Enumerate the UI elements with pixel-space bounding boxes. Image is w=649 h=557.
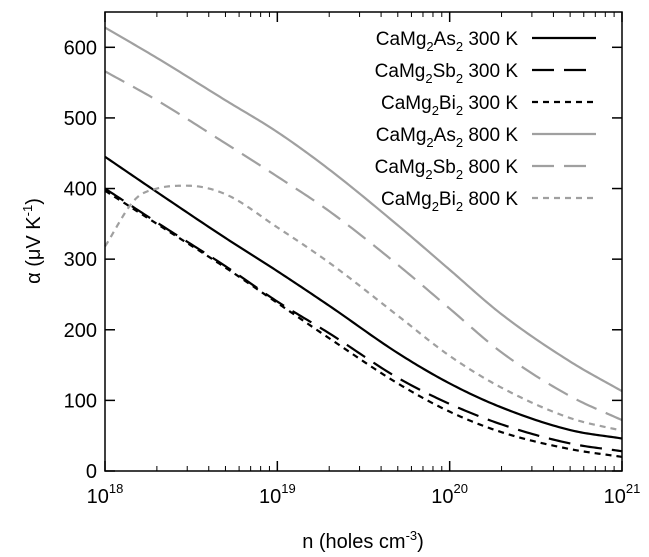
y-tick-label: 600 xyxy=(64,37,97,59)
ticks-layer: 0 100 200 300 400 500 600 1018 1019 1020 1021 xyxy=(64,12,641,508)
legend-label: CaMg2As2 800 K xyxy=(376,125,519,150)
y-axis-label: α (μV K-1) xyxy=(20,198,45,284)
legend-label: CaMg2As2 300 K xyxy=(376,29,519,54)
legend-label: CaMg2Sb2 800 K xyxy=(375,157,519,182)
y-tick-label: 100 xyxy=(64,390,97,412)
legend-label: CaMg2Bi2 300 K xyxy=(381,93,518,118)
x-axis-label: n (holes cm-3) xyxy=(302,528,424,553)
legend-label: CaMg2Sb2 300 K xyxy=(375,61,519,86)
series-line xyxy=(104,26,623,393)
legend-label: CaMg2Bi2 800 K xyxy=(381,189,518,214)
series-line xyxy=(104,70,623,422)
y-tick-label: 500 xyxy=(64,108,97,130)
x-tick-label: 1020 xyxy=(431,481,468,508)
lines-layer xyxy=(104,26,623,458)
series-line xyxy=(104,187,623,453)
plot-frame xyxy=(104,11,623,472)
series-line xyxy=(104,184,623,432)
y-tick-label: 400 xyxy=(64,179,97,201)
series-line xyxy=(104,189,623,458)
y-tick-label: 300 xyxy=(64,249,97,271)
x-tick-label: 1021 xyxy=(604,481,641,508)
x-tick-label: 1018 xyxy=(87,481,124,508)
y-tick-label: 0 xyxy=(86,461,97,483)
series-line xyxy=(104,155,623,440)
legend: CaMg2As2 300 K CaMg2Sb2 300 K CaMg2Bi2 300… xyxy=(375,29,596,214)
x-tick-label: 1019 xyxy=(259,481,296,508)
y-tick-label: 200 xyxy=(64,320,97,342)
